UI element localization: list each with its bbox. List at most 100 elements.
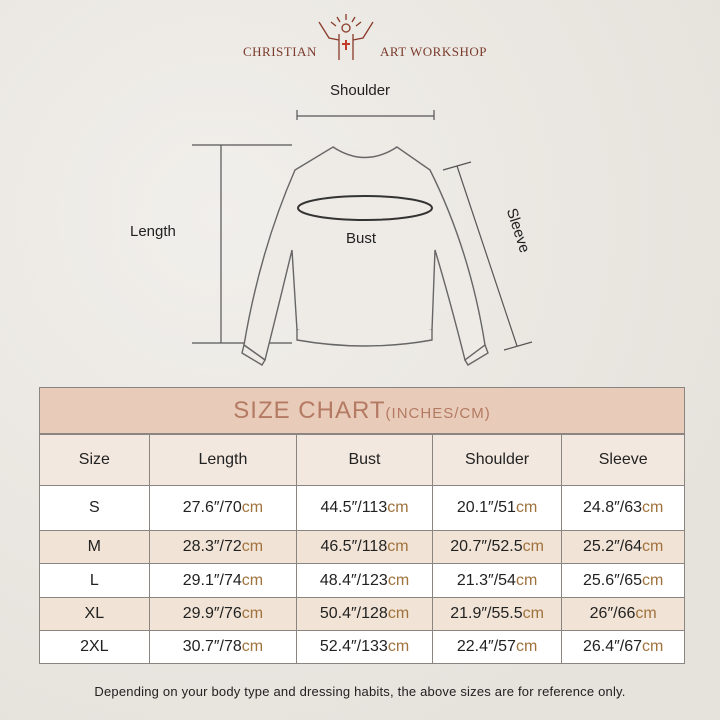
inch-value: 26.4″: [582, 638, 620, 655]
cm-value: 74: [224, 571, 242, 589]
cm-unit: cm: [635, 605, 657, 622]
cm-value: 133: [361, 638, 388, 655]
separator: /: [356, 638, 362, 655]
cm-value: 51: [498, 499, 516, 516]
inch-value: 29.9″: [182, 605, 220, 622]
shoulder-label: Shoulder: [330, 82, 391, 99]
inch-value: 28.3″: [182, 538, 220, 555]
measurement-cell: 46.5″/118 cm: [296, 531, 432, 563]
cm-unit: cm: [515, 638, 538, 655]
measurement-cell: 26″/66 cm: [561, 598, 684, 630]
shoulder-measure: [296, 110, 435, 120]
separator: /: [493, 638, 499, 655]
brand-right: ART WORKSHOP: [380, 44, 487, 59]
cm-value: 63: [624, 499, 643, 516]
separator: /: [613, 605, 618, 622]
cm-value: 70: [224, 499, 242, 516]
column-header: Length: [148, 435, 297, 485]
measurement-cell: 29.9″/76 cm: [148, 598, 297, 630]
cm-unit: cm: [387, 571, 410, 589]
size-chart-title: SIZE CHART(INCHES/CM): [40, 388, 684, 434]
separator: /: [219, 538, 224, 555]
length-measure: [192, 144, 292, 344]
measurement-cell: 50.4″/128 cm: [296, 598, 432, 630]
cm-unit: cm: [241, 571, 264, 589]
measurement-cell: 25.6″/65 cm: [561, 564, 684, 597]
separator: /: [619, 571, 625, 589]
cm-unit: cm: [241, 538, 264, 555]
footnote: Depending on your body type and dressing…: [94, 684, 626, 699]
cm-unit: cm: [241, 499, 264, 516]
table-row: M 28.3″/72 cm 46.5″/118 cm 20.7″/52.5 cm 25.2″ /…: [40, 530, 684, 563]
size-cell: L: [89, 571, 99, 589]
separator: /: [493, 499, 499, 516]
table-row: L 29.1″/74 cm 48.4″/123 cm 21.3″/54 cm 25.6″/65…: [40, 563, 684, 597]
measurement-cell: 21.9″/55.5 cm: [431, 598, 562, 630]
separator: /: [619, 638, 625, 655]
measurement-cell: 44.5″/113 cm: [296, 486, 432, 530]
column-header: Sleeve: [561, 435, 684, 485]
inch-value: 48.4″: [319, 571, 357, 589]
measurement-cell: 24.8″/63 cm: [561, 486, 684, 530]
cm-unit: cm: [387, 538, 409, 555]
table-row: XL 29.9″/76 cm 50.4″/128 cm 21.9″/55.5 cm 26″/6…: [40, 597, 684, 630]
column-header: Size: [78, 451, 110, 468]
separator: /: [357, 499, 362, 516]
cm-value: 67: [624, 638, 643, 655]
measurement-cell: 28.3″/72 cm: [148, 531, 297, 563]
size-cell: XL: [84, 605, 105, 622]
size-cell: S: [88, 499, 100, 516]
measurement-cell: 27.6″/70 cm: [148, 486, 297, 530]
separator: /: [356, 605, 362, 622]
inch-value: 21.3″: [456, 571, 494, 589]
cm-unit: cm: [642, 499, 664, 516]
inch-value: 21.9″: [450, 605, 488, 622]
measurement-cell: 30.7″/78 cm: [148, 631, 297, 663]
inch-value: 25.2″: [582, 538, 620, 555]
logo-icon: [318, 14, 374, 60]
inch-value: 24.8″: [582, 499, 620, 516]
cm-value: 72: [224, 538, 242, 555]
separator: /: [219, 638, 224, 655]
sleeve-measure: [442, 161, 533, 351]
cm-value: 78: [224, 638, 242, 655]
sweater-diagram: [192, 110, 533, 366]
measurement-cell: 29.1″/74 cm: [148, 564, 297, 597]
cm-unit: cm: [642, 571, 664, 589]
inch-value: 30.7″: [182, 638, 220, 655]
header-row: Size Length Bust Shoulder Sleeve: [40, 434, 684, 485]
cm-unit: cm: [241, 638, 264, 655]
column-header: Shoulder: [431, 435, 562, 485]
cm-value: 64: [624, 538, 643, 555]
cm-value: 65: [624, 571, 643, 589]
inch-value: 25.6″: [582, 571, 620, 589]
title-units: (INCHES/CM): [385, 405, 491, 422]
cm-value: 54: [498, 571, 516, 589]
inch-value: 27.6″: [182, 499, 220, 516]
table-row: 2XL 30.7″/78 cm 52.4″/133 cm 22.4″/57 cm 26.4″ /…: [40, 630, 684, 663]
inch-value: 20.1″: [456, 499, 494, 516]
cm-unit: cm: [241, 605, 264, 622]
measurement-cell: 52.4″/133 cm: [296, 631, 432, 663]
separator: /: [219, 499, 224, 516]
separator: /: [487, 538, 492, 555]
cm-unit: cm: [387, 605, 410, 622]
cm-value: 118: [361, 538, 388, 555]
cm-unit: cm: [515, 571, 538, 589]
cm-unit: cm: [522, 605, 544, 622]
inch-value: 46.5″: [320, 538, 358, 555]
bust-label: Bust: [346, 230, 377, 247]
inch-value: 50.4″: [319, 605, 357, 622]
length-label: Length: [130, 223, 176, 240]
cm-value: 57: [498, 638, 516, 655]
separator: /: [357, 538, 362, 555]
title-text: SIZE CHART: [233, 397, 386, 424]
inch-value: 44.5″: [320, 499, 358, 516]
measurement-cell: 26.4″/67 cm: [561, 631, 684, 663]
cm-value: 113: [361, 499, 388, 516]
brand-left: CHRISTIAN: [243, 44, 317, 59]
measurement-cell: 48.4″/123 cm: [296, 564, 432, 597]
bust-measure: [297, 195, 433, 221]
inch-value: 20.7″: [450, 538, 488, 555]
cm-value: 66: [617, 605, 636, 622]
